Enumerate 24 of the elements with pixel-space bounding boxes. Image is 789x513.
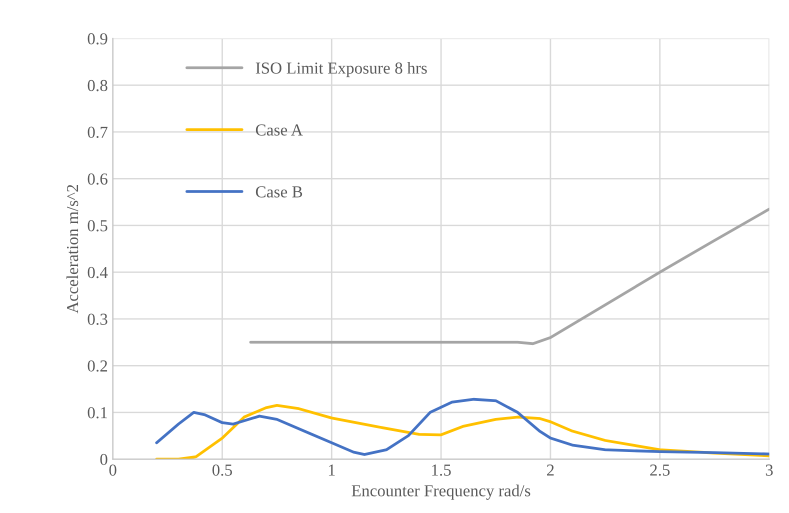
y-tick-label: 0.6 bbox=[88, 173, 108, 185]
line-series bbox=[155, 398, 770, 456]
legend-label: Case B bbox=[256, 186, 302, 198]
x-tick-label: 1.5 bbox=[432, 464, 451, 476]
x-tick-label: 0 bbox=[109, 464, 116, 476]
legend-label: ISO Limit Exposure 8 hrs bbox=[256, 62, 427, 78]
y-tick-label: 0.2 bbox=[88, 360, 108, 372]
y-tick-label: 0.1 bbox=[88, 407, 107, 418]
x-tick-label: 2.5 bbox=[650, 464, 670, 476]
x-axis-title: Encounter Frequency rad/s bbox=[352, 484, 530, 500]
legend-label: Case A bbox=[256, 124, 303, 136]
y-tick-label: 0.4 bbox=[88, 266, 108, 278]
y-tick-label: 0.9 bbox=[88, 33, 108, 44]
x-tick-label: 3 bbox=[766, 464, 773, 476]
line-series bbox=[249, 208, 770, 346]
y-tick-label: 0 bbox=[100, 454, 108, 466]
y-tick-label: 0.8 bbox=[88, 80, 108, 92]
y-tick-label: 0.3 bbox=[88, 314, 108, 325]
x-tick-label: 1 bbox=[328, 464, 335, 476]
x-tick-label: 2 bbox=[547, 464, 554, 476]
x-tick-label: 0.5 bbox=[212, 464, 232, 476]
y-tick-label: 0.5 bbox=[88, 220, 108, 232]
y-tick-label: 0.7 bbox=[88, 126, 108, 138]
y-axis-title: Acceleration m/s^2 bbox=[66, 184, 78, 314]
